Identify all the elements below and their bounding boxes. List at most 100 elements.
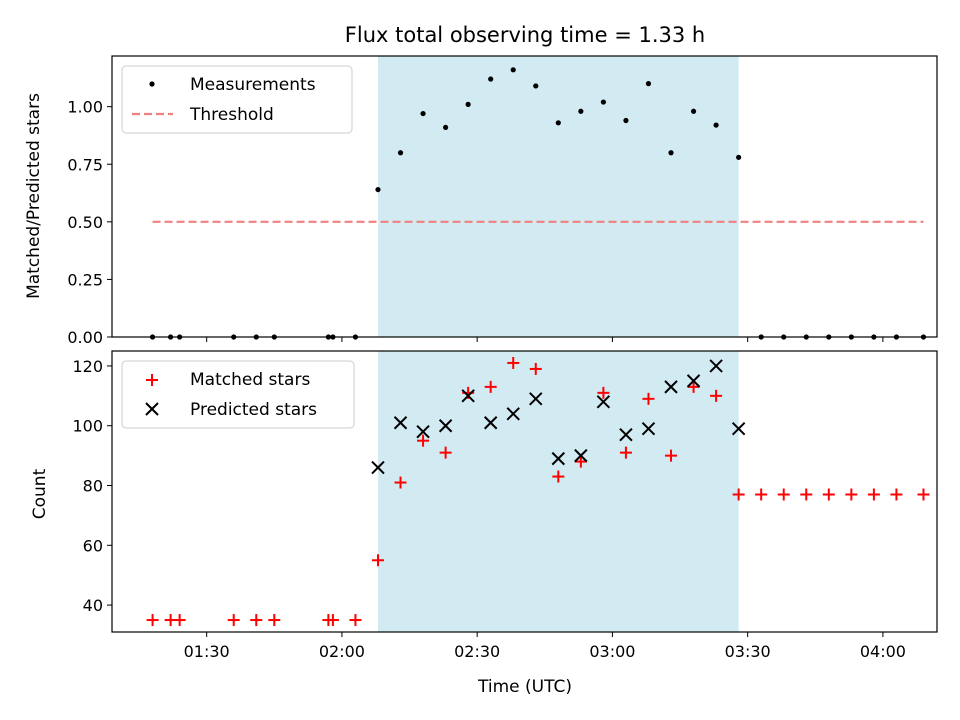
x-tick-label: 02:00	[319, 642, 365, 661]
observing-window-span	[377, 56, 739, 337]
y-tick-label: 80	[83, 477, 103, 496]
top-panel: 0.00 0.25 0.50 0.75 1.00	[67, 55, 938, 347]
measurements-point	[375, 186, 381, 193]
y-tick-label: 0.25	[67, 270, 103, 289]
matched-stars-point	[349, 614, 362, 627]
measurements-point	[713, 122, 719, 128]
x-tick-label: 01:30	[184, 642, 230, 661]
matched-stars-point	[890, 488, 903, 501]
bottom-y-axis-label: Count	[30, 468, 50, 519]
measurements-point	[623, 117, 629, 124]
y-tick-label: 0.75	[67, 155, 103, 174]
matched-stars-point	[687, 380, 700, 393]
matched-stars-point	[227, 614, 240, 627]
predicted-stars-point	[731, 422, 746, 436]
matched-stars-point	[800, 488, 813, 501]
predicted-stars-point	[551, 451, 566, 466]
matched-stars-point	[619, 446, 632, 459]
bottom-panel: 40 60 80 100 120 01:30 02:00 02:30 03:00 03:30 04:…	[72, 350, 938, 661]
matched-stars-point	[371, 554, 384, 567]
matched-stars-point	[822, 488, 835, 501]
predicted-stars-point	[664, 380, 678, 394]
x-tick-label: 04:00	[860, 642, 906, 661]
y-tick-label: 40	[83, 596, 103, 615]
matched-stars-point	[326, 614, 339, 627]
matched-stars-point	[755, 488, 768, 501]
matched-stars-point	[845, 488, 858, 501]
predicted-stars-point	[596, 395, 611, 409]
measurements-point	[510, 67, 516, 73]
matched-stars-point	[917, 488, 930, 501]
top-y-axis-label: Matched/Predicted stars	[24, 93, 44, 299]
measurements-point	[736, 154, 742, 160]
predicted-stars-point	[438, 419, 453, 433]
matched-stars-point	[173, 614, 186, 627]
y-tick-label: 1.00	[67, 98, 103, 117]
matched-stars-point	[146, 614, 159, 627]
legend-label-matched-stars: Matched stars	[190, 370, 310, 390]
x-axis-label: Time (UTC)	[477, 677, 572, 697]
matched-stars-point	[439, 446, 452, 459]
matched-stars-point	[665, 449, 678, 462]
predicted-stars-point	[416, 425, 430, 439]
predicted-stars-point	[619, 427, 633, 442]
bottom-legend-frame	[121, 360, 355, 429]
matched-stars-point	[484, 380, 497, 393]
legend-marker-measurements	[149, 81, 155, 87]
matched-stars-point	[777, 488, 790, 501]
matched-stars-point	[417, 434, 430, 447]
legend-marker-matched-stars	[146, 374, 158, 386]
legend-label-threshold: Threshold	[189, 105, 274, 125]
matched-stars-point	[529, 362, 542, 375]
predicted-stars-point	[461, 389, 475, 403]
measurements-point	[555, 120, 561, 126]
y-tick-label: 0.50	[67, 213, 103, 232]
x-tick-label: 03:00	[589, 642, 635, 661]
y-tick-label: 120	[72, 357, 103, 376]
matched-stars-point	[552, 470, 565, 483]
axes-frame	[111, 350, 938, 633]
measurements-point	[600, 99, 606, 105]
matched-stars-point	[710, 389, 723, 402]
legend-label-predicted-stars: Predicted stars	[190, 400, 317, 420]
measurements-point	[488, 76, 494, 82]
bottom-legend: Matched stars Predicted stars	[121, 360, 355, 429]
predicted-stars-point	[574, 448, 588, 463]
top-legend: Measurements Threshold	[121, 65, 353, 134]
matched-stars-point	[394, 476, 407, 489]
predicted-stars-point	[686, 374, 701, 388]
matched-stars-point	[732, 488, 745, 501]
predicted-stars-point	[371, 460, 385, 475]
x-tick-label: 02:30	[454, 642, 500, 661]
predicted-stars-point	[709, 359, 723, 373]
top-legend-frame	[121, 65, 353, 134]
matched-stars-point	[597, 386, 610, 399]
chart-title: Flux total observing time = 1.33 h	[345, 23, 705, 47]
observing-window-span	[377, 351, 739, 632]
measurements-point	[578, 108, 584, 114]
axes-frame	[111, 55, 938, 338]
measurements-point	[645, 81, 652, 87]
legend-marker-predicted-stars	[145, 402, 159, 416]
y-tick-label: 60	[83, 536, 103, 555]
measurements-point	[420, 110, 426, 117]
matched-stars-point	[574, 455, 587, 468]
matched-stars-point	[268, 614, 281, 627]
x-tick-label: 03:30	[725, 642, 771, 661]
predicted-stars-point	[641, 422, 656, 436]
legend-label-measurements: Measurements	[190, 75, 316, 95]
measurements-point	[443, 124, 449, 131]
y-tick-label: 0.00	[67, 328, 103, 347]
predicted-stars-point	[529, 392, 543, 406]
matched-stars-point	[250, 614, 263, 627]
measurements-point	[465, 101, 471, 107]
measurements-point	[533, 83, 539, 89]
predicted-stars-point	[393, 416, 408, 430]
matched-stars-point	[642, 392, 655, 405]
measurements-point	[668, 150, 674, 156]
y-tick-label: 100	[72, 417, 103, 436]
predicted-stars-point	[483, 416, 498, 430]
matched-stars-point	[867, 488, 880, 501]
predicted-stars-point	[506, 407, 520, 421]
